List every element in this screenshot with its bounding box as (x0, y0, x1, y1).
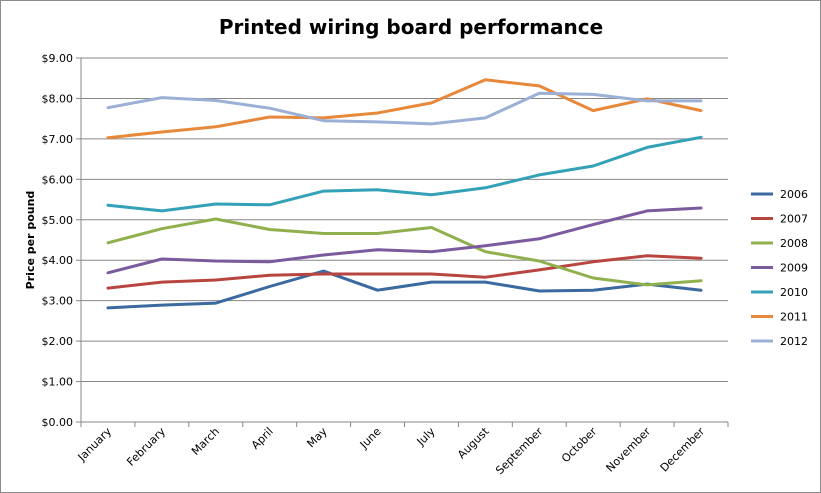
legend-label-2012: 2012 (780, 335, 808, 348)
x-tick-label: February (124, 425, 168, 469)
y-tick-label: $9.00 (42, 52, 74, 65)
legend-label-2010: 2010 (780, 286, 808, 299)
legend-label-2007: 2007 (780, 213, 808, 226)
y-tick-label: $4.00 (42, 254, 74, 267)
series-line-2007 (106, 254, 703, 290)
series-line-2012 (106, 91, 703, 126)
legend-label-2009: 2009 (780, 262, 808, 275)
y-tick-label: $6.00 (42, 173, 74, 186)
x-tick-label: March (189, 425, 222, 458)
y-tick-label: $5.00 (42, 214, 74, 227)
y-tick-label: $7.00 (42, 133, 74, 146)
y-tick-label: $2.00 (42, 335, 74, 348)
x-tick-label: September (493, 425, 546, 478)
x-tick-label: January (75, 425, 115, 465)
legend-label-2006: 2006 (780, 188, 808, 201)
y-axis-label: Price per pound (24, 191, 37, 290)
y-tick-label: $3.00 (42, 295, 74, 308)
x-tick-label: August (455, 424, 492, 461)
chart-title: Printed wiring board performance (219, 15, 603, 39)
x-tick-label: April (249, 425, 276, 452)
y-tick-label: $0.00 (42, 416, 74, 429)
x-tick-label: November (604, 425, 654, 475)
series-line-2010 (106, 135, 703, 213)
axes (80, 58, 728, 423)
x-tick-label: July (414, 425, 438, 449)
y-axis-ticks: $0.00 $1.00 $2.00 $3.00 $4.00 $5.00 $6.00 $7.00… (42, 52, 81, 429)
series-line-2006 (106, 269, 703, 310)
x-tick-label: December (658, 425, 708, 475)
y-tick-label: $1.00 (42, 376, 74, 389)
legend-label-2008: 2008 (780, 237, 808, 250)
x-axis-ticks: January February March April May June July Augu… (75, 422, 729, 478)
series-line-2009 (106, 206, 703, 275)
x-tick-label: October (559, 425, 600, 466)
series-line-2011 (106, 78, 703, 140)
series-line-2008 (106, 217, 703, 287)
legend: 2006 2007 2008 2009 2010 2011 2012 (751, 188, 808, 348)
y-tick-label: $8.00 (42, 92, 74, 105)
x-tick-label: June (357, 425, 384, 452)
x-tick-label: May (304, 425, 330, 451)
series-lines (106, 78, 703, 310)
legend-label-2011: 2011 (780, 311, 808, 324)
